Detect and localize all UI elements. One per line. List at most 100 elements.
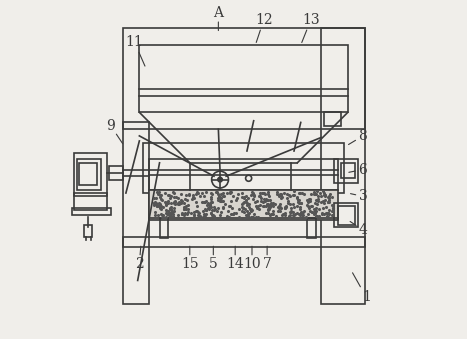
Point xyxy=(206,201,214,207)
Point xyxy=(295,198,302,203)
Point xyxy=(297,200,304,206)
Point xyxy=(162,202,170,207)
Point xyxy=(194,213,202,218)
Point xyxy=(212,189,220,195)
Point xyxy=(303,215,310,220)
Point xyxy=(193,189,201,194)
Point xyxy=(157,203,165,209)
Point xyxy=(185,193,192,198)
Point xyxy=(298,190,306,196)
Point xyxy=(211,207,218,213)
Point xyxy=(156,202,164,207)
Point xyxy=(259,191,267,196)
Point xyxy=(156,206,163,211)
Point xyxy=(203,211,210,217)
Point xyxy=(207,211,214,216)
Point xyxy=(151,209,158,215)
Point xyxy=(276,192,284,197)
Point xyxy=(282,203,290,209)
Point xyxy=(155,203,162,208)
Point xyxy=(157,206,165,212)
Point xyxy=(153,203,161,208)
Point xyxy=(205,204,213,210)
Text: A: A xyxy=(213,6,223,20)
Point xyxy=(154,202,161,208)
Bar xyxy=(79,163,97,185)
Point xyxy=(200,211,208,217)
Point xyxy=(265,189,272,195)
Point xyxy=(322,193,329,198)
Point xyxy=(318,211,325,217)
Point xyxy=(202,207,210,213)
Point xyxy=(322,197,329,202)
Point xyxy=(245,211,253,216)
Point xyxy=(241,210,248,215)
Point xyxy=(217,198,224,204)
Point xyxy=(322,193,329,199)
Point xyxy=(325,195,333,201)
Point xyxy=(269,201,276,207)
Point xyxy=(295,200,303,206)
Point xyxy=(325,211,333,217)
Point xyxy=(167,205,174,211)
Point xyxy=(217,196,225,201)
Point xyxy=(259,199,267,204)
Point xyxy=(229,212,236,217)
Point xyxy=(262,196,269,202)
Point xyxy=(273,189,281,194)
Point xyxy=(293,195,301,200)
Point xyxy=(156,193,163,198)
Point xyxy=(216,215,223,220)
Point xyxy=(224,214,231,219)
Text: 11: 11 xyxy=(126,35,143,49)
Point xyxy=(250,214,257,220)
Point xyxy=(286,210,294,215)
Point xyxy=(258,195,265,200)
Point xyxy=(296,190,303,196)
Point xyxy=(245,204,252,210)
Point xyxy=(297,210,305,215)
Point xyxy=(208,208,216,213)
Point xyxy=(320,200,327,205)
Point xyxy=(164,198,172,204)
Point xyxy=(281,205,289,211)
Point xyxy=(266,194,273,199)
Point xyxy=(162,207,170,213)
Point xyxy=(320,192,328,197)
Bar xyxy=(72,208,111,215)
Point xyxy=(240,205,247,211)
Point xyxy=(242,194,250,199)
Point xyxy=(150,202,158,207)
Point xyxy=(250,211,257,217)
Point xyxy=(253,205,261,210)
Point xyxy=(295,198,303,203)
Point xyxy=(170,208,178,214)
Point xyxy=(152,195,160,201)
Point xyxy=(279,212,286,217)
Point xyxy=(314,193,322,198)
Point xyxy=(154,191,162,196)
Point xyxy=(312,192,319,197)
Point xyxy=(192,208,200,214)
Point xyxy=(284,198,292,203)
Point xyxy=(242,197,249,202)
Point xyxy=(214,198,221,203)
Point xyxy=(249,192,256,197)
Point xyxy=(157,192,165,198)
Point xyxy=(204,200,212,205)
Point xyxy=(217,199,225,204)
Point xyxy=(244,212,251,217)
Point xyxy=(313,198,320,203)
Point xyxy=(181,196,189,201)
Point xyxy=(273,192,281,197)
Point xyxy=(325,198,333,203)
Point xyxy=(305,196,312,202)
Point xyxy=(183,192,190,198)
Point xyxy=(164,208,172,214)
Point xyxy=(167,214,175,219)
Point xyxy=(178,211,186,216)
Point xyxy=(239,190,246,195)
Text: 1: 1 xyxy=(362,290,371,304)
Point xyxy=(315,206,322,212)
Point xyxy=(239,200,246,205)
